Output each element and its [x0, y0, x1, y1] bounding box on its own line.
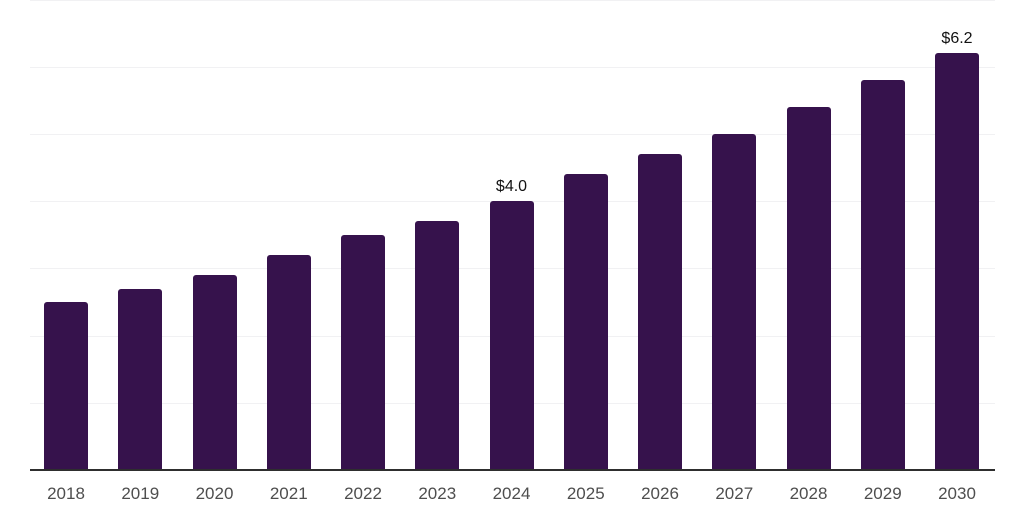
- x-tick-2028: 2028: [789, 484, 828, 503]
- bar-2026[interactable]: [638, 154, 682, 470]
- gridline: [30, 67, 995, 68]
- x-tick-2018: 2018: [47, 484, 85, 503]
- bar-value-label-2030: $6.2: [941, 30, 973, 47]
- bar-2029[interactable]: [861, 80, 905, 470]
- x-tick-2029: 2029: [863, 484, 902, 503]
- gridline: [30, 0, 995, 1]
- gridline: [30, 134, 995, 135]
- x-tick-2022: 2022: [344, 484, 382, 503]
- x-tick-2024: 2024: [492, 484, 531, 503]
- bar-2025[interactable]: [564, 174, 608, 470]
- bar-2020[interactable]: [193, 275, 237, 470]
- bar-2019[interactable]: [118, 289, 162, 470]
- x-tick-2021: 2021: [269, 484, 308, 503]
- bar-2030[interactable]: [935, 53, 979, 470]
- bar-2018[interactable]: [44, 302, 88, 470]
- x-tick-2030: 2030: [938, 484, 976, 503]
- bar-2028[interactable]: [787, 107, 831, 470]
- x-tick-2027: 2027: [715, 484, 754, 503]
- bar-2023[interactable]: [415, 221, 459, 470]
- x-tick-2023: 2023: [418, 484, 457, 503]
- bar-2022[interactable]: [341, 235, 385, 470]
- bar-value-label-2024: $4.0: [495, 178, 528, 195]
- x-tick-2026: 2026: [641, 484, 679, 503]
- bar-2024[interactable]: [490, 201, 534, 470]
- x-tick-2025: 2025: [566, 484, 605, 503]
- bar-2021[interactable]: [267, 255, 311, 470]
- x-axis-line: [30, 469, 995, 471]
- x-tick-2019: 2019: [121, 484, 160, 503]
- bar-2027[interactable]: [712, 134, 756, 470]
- x-tick-2020: 2020: [195, 484, 234, 503]
